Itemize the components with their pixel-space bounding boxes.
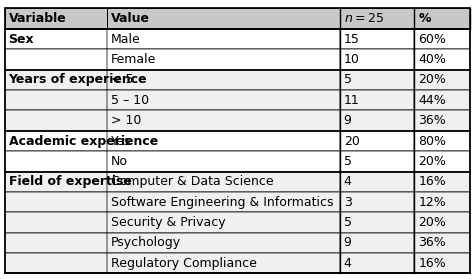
FancyBboxPatch shape [5,212,470,233]
Text: 12%: 12% [418,196,446,209]
Text: 10: 10 [344,53,360,66]
FancyBboxPatch shape [5,151,470,172]
Text: %: % [418,12,431,25]
FancyBboxPatch shape [5,110,470,131]
Text: 20: 20 [344,134,360,148]
Text: Software Engineering & Informatics: Software Engineering & Informatics [111,196,333,209]
Text: Value: Value [111,12,150,25]
FancyBboxPatch shape [107,8,340,29]
Text: Security & Privacy: Security & Privacy [111,216,226,229]
FancyBboxPatch shape [340,8,414,29]
Text: Male: Male [111,33,141,46]
Text: > 10: > 10 [111,114,142,127]
Text: 4: 4 [344,175,352,188]
Text: 15: 15 [344,33,360,46]
Text: 36%: 36% [418,114,446,127]
Text: 5 – 10: 5 – 10 [111,94,149,107]
FancyBboxPatch shape [5,49,470,70]
Text: Academic experience: Academic experience [9,134,158,148]
Text: $n = 25$: $n = 25$ [344,12,384,25]
Text: < 5: < 5 [111,73,133,86]
Text: 5: 5 [344,155,352,168]
Text: 3: 3 [344,196,352,209]
Text: 40%: 40% [418,53,446,66]
FancyBboxPatch shape [5,233,470,253]
Text: 11: 11 [344,94,360,107]
Text: 4: 4 [344,257,352,270]
Text: 16%: 16% [418,257,446,270]
Text: Variable: Variable [9,12,66,25]
FancyBboxPatch shape [414,8,470,29]
FancyBboxPatch shape [5,131,470,151]
Text: Yes: Yes [111,134,131,148]
Text: 20%: 20% [418,155,446,168]
FancyBboxPatch shape [5,8,470,29]
FancyBboxPatch shape [5,70,470,90]
Text: 20%: 20% [418,73,446,86]
Text: No: No [111,155,128,168]
Text: 80%: 80% [418,134,446,148]
FancyBboxPatch shape [5,192,470,212]
Text: 20%: 20% [418,216,446,229]
Text: 60%: 60% [418,33,446,46]
Text: Psychology: Psychology [111,236,181,249]
FancyBboxPatch shape [5,90,470,110]
FancyBboxPatch shape [5,253,470,273]
Text: 5: 5 [344,216,352,229]
Text: 36%: 36% [418,236,446,249]
Text: 9: 9 [344,114,352,127]
Text: Sex: Sex [9,33,34,46]
Text: 16%: 16% [418,175,446,188]
Text: Female: Female [111,53,156,66]
Text: 44%: 44% [418,94,446,107]
Text: Years of experience: Years of experience [9,73,147,86]
FancyBboxPatch shape [5,29,470,49]
Text: 9: 9 [344,236,352,249]
Text: Regulatory Compliance: Regulatory Compliance [111,257,257,270]
FancyBboxPatch shape [5,172,470,192]
Text: Computer & Data Science: Computer & Data Science [111,175,274,188]
Text: 5: 5 [344,73,352,86]
Text: Field of expertise: Field of expertise [9,175,132,188]
FancyBboxPatch shape [5,8,107,29]
